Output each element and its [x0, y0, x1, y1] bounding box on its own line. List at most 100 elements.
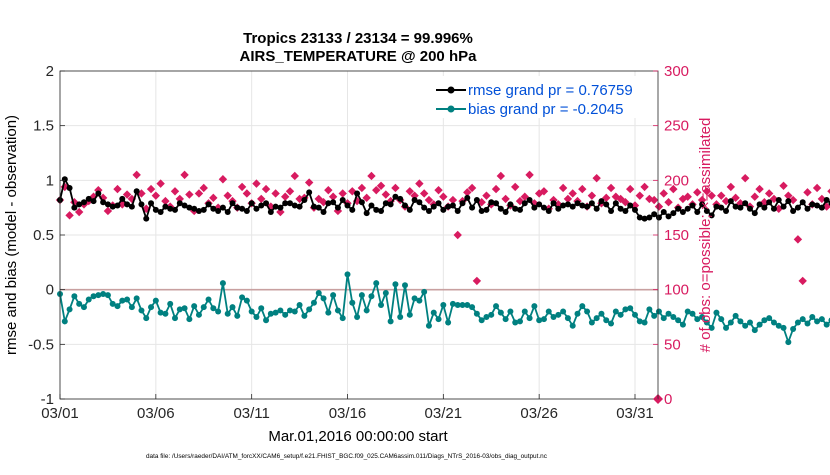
- rmse-point-106: [564, 201, 571, 208]
- obs-count-point-138: [717, 191, 726, 200]
- y-right-tick-label-4: 200: [664, 172, 689, 189]
- y-axis-left-label: rmse and bias (model - observation): [3, 115, 20, 355]
- obs-count-point-93: [501, 194, 510, 204]
- rmse-point-100: [536, 201, 543, 208]
- obs-count-point-80: [439, 192, 448, 201]
- obs-count-point-7: [89, 192, 98, 201]
- rmse-point-24: [172, 206, 178, 213]
- obs-count-point-146: [755, 184, 764, 194]
- bias-point-83: [454, 301, 461, 308]
- rmse-point-44: [267, 209, 274, 216]
- obs-count-point-16: [132, 170, 141, 180]
- y-right-tick-label-6: 300: [664, 63, 689, 80]
- x-axis-label: Mar.01,2016 00:00:00 start: [268, 428, 448, 445]
- bias-point-97: [521, 308, 528, 315]
- rmse-point-4: [76, 201, 83, 208]
- bias-point-3: [71, 293, 78, 300]
- obs-count-point-48: [285, 187, 295, 196]
- rmse-point-153: [790, 207, 797, 214]
- obs-count-point-133: [693, 188, 702, 197]
- bias-point-42: [258, 305, 265, 312]
- rmse-point-13: [119, 195, 126, 202]
- rmse-point-86: [469, 204, 476, 211]
- rmse-point-131: [684, 205, 691, 212]
- obs-count-point-46: [276, 207, 285, 217]
- bias-point-27: [186, 316, 193, 323]
- bias-point-122: [641, 319, 648, 326]
- rmse-point-94: [507, 201, 514, 208]
- rmse-point-67: [378, 207, 385, 214]
- bias-point-68: [382, 289, 389, 296]
- y-right-tick-label-3: 150: [664, 227, 689, 244]
- rmse-point-61: [349, 206, 356, 213]
- bias-point-121: [636, 318, 643, 325]
- rmse-point-107: [569, 203, 576, 210]
- obs-count-point-27: [185, 190, 194, 199]
- obs-count-point-135: [702, 187, 712, 196]
- rmse-point-33: [215, 207, 222, 214]
- bias-point-39: [243, 297, 250, 304]
- rmse-point-12: [114, 202, 121, 209]
- rmse-point-92: [497, 205, 504, 212]
- rmse-point-9: [100, 199, 107, 206]
- rmse-point-39: [243, 207, 250, 214]
- rmse-point-57: [330, 199, 337, 206]
- obs-count-point-143: [741, 173, 750, 183]
- bias-point-38: [239, 294, 246, 301]
- rmse-point-120: [632, 206, 638, 213]
- rmse-point-147: [761, 204, 768, 211]
- y-left-tick-label-5: 1.5: [33, 118, 54, 135]
- obs-count-point-63: [357, 183, 367, 193]
- rmse-point-117: [617, 205, 624, 212]
- bias-series: [57, 271, 830, 346]
- rmse-point-111: [588, 200, 595, 207]
- bias-point-111: [588, 319, 595, 326]
- obs-count-point-142: [736, 199, 745, 208]
- obs-count-point-57: [328, 192, 338, 201]
- bias-point-25: [176, 306, 183, 313]
- obs-count-point-109: [578, 184, 587, 194]
- y-right-tick-label-2: 100: [664, 282, 689, 299]
- obs-count-point-111: [587, 191, 597, 200]
- bias-point-59: [339, 315, 346, 322]
- obs-count-point-59: [338, 189, 347, 198]
- rmse-point-14: [124, 201, 131, 208]
- bias-point-120: [632, 311, 638, 318]
- rmse-point-82: [449, 202, 456, 209]
- bias-point-94: [507, 308, 514, 315]
- bias-point-30: [200, 304, 207, 311]
- obs-count-point-115: [606, 183, 616, 193]
- bias-point-76: [421, 288, 428, 295]
- bias-point-5: [80, 304, 87, 311]
- bias-point-109: [579, 303, 586, 310]
- obs-count-point-86: [467, 183, 477, 193]
- bias-point-139: [723, 324, 730, 331]
- obs-count-point-101: [539, 187, 549, 196]
- obs-count-point-145: [750, 192, 759, 201]
- rmse-point-121: [636, 214, 643, 221]
- obs-count-point-22: [161, 196, 170, 206]
- bias-point-58: [334, 307, 341, 314]
- rmse-point-70: [392, 193, 399, 200]
- obs-count-point-35: [223, 191, 232, 200]
- rmse-point-110: [584, 203, 591, 210]
- bias-point-127: [665, 310, 672, 317]
- rmse-point-137: [713, 203, 720, 210]
- bias-point-11: [109, 300, 116, 307]
- bias-point-50: [296, 301, 303, 308]
- y-left-tick-label-2: 0: [46, 282, 54, 299]
- x-tick-label-5: 03/26: [520, 405, 558, 422]
- bias-point-65: [368, 293, 375, 300]
- obs-count-point-73: [405, 187, 414, 196]
- rmse-point-73: [406, 206, 413, 213]
- rmse-point-35: [224, 209, 231, 216]
- rmse-point-71: [397, 195, 404, 202]
- rmse-point-37: [234, 204, 241, 211]
- rmse-point-22: [162, 203, 169, 210]
- bias-point-102: [545, 308, 552, 315]
- bias-point-104: [555, 311, 562, 318]
- rmse-point-138: [718, 204, 725, 211]
- bias-point-51: [301, 312, 308, 319]
- rmse-point-122: [641, 215, 648, 222]
- rmse-point-139: [723, 207, 730, 214]
